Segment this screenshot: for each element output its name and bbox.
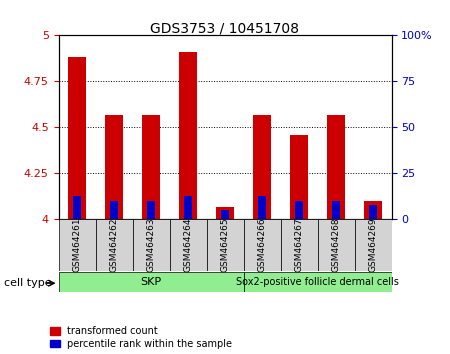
Text: GSM464262: GSM464262 (109, 218, 118, 272)
Text: Sox2-positive follicle dermal cells: Sox2-positive follicle dermal cells (236, 277, 399, 287)
Bar (258, 195, 266, 219)
Bar (68, 57, 86, 219)
Bar (364, 201, 382, 219)
Bar (132, 219, 170, 271)
Text: GSM464269: GSM464269 (369, 218, 378, 273)
Legend: transformed count, percentile rank within the sample: transformed count, percentile rank withi… (50, 326, 232, 349)
Bar (95, 219, 132, 271)
Bar (105, 115, 123, 219)
Text: GSM464266: GSM464266 (257, 218, 266, 273)
Bar (253, 115, 271, 219)
Bar (355, 219, 392, 271)
Bar (58, 219, 95, 271)
Text: GSM464265: GSM464265 (220, 218, 230, 273)
Text: GDS3753 / 10451708: GDS3753 / 10451708 (150, 21, 300, 35)
Bar (243, 272, 392, 292)
Bar (332, 201, 340, 219)
Bar (170, 219, 207, 271)
Bar (179, 52, 197, 219)
Bar (110, 201, 118, 219)
Bar (327, 115, 345, 219)
Bar (73, 195, 81, 219)
Text: GSM464267: GSM464267 (294, 218, 303, 273)
Bar (184, 195, 192, 219)
Text: GSM464263: GSM464263 (147, 218, 156, 273)
Bar (221, 210, 229, 219)
Bar (369, 205, 377, 219)
Bar (58, 272, 243, 292)
Bar (216, 207, 234, 219)
Bar (280, 219, 318, 271)
Bar (318, 219, 355, 271)
Bar (290, 135, 308, 219)
Text: SKP: SKP (140, 277, 162, 287)
Bar (142, 115, 160, 219)
Text: cell type: cell type (4, 278, 52, 288)
Text: GSM464268: GSM464268 (332, 218, 341, 273)
Bar (207, 219, 243, 271)
Bar (147, 201, 155, 219)
Text: GSM464261: GSM464261 (72, 218, 81, 273)
Bar (243, 219, 280, 271)
Text: GSM464264: GSM464264 (184, 218, 193, 272)
Bar (295, 201, 303, 219)
